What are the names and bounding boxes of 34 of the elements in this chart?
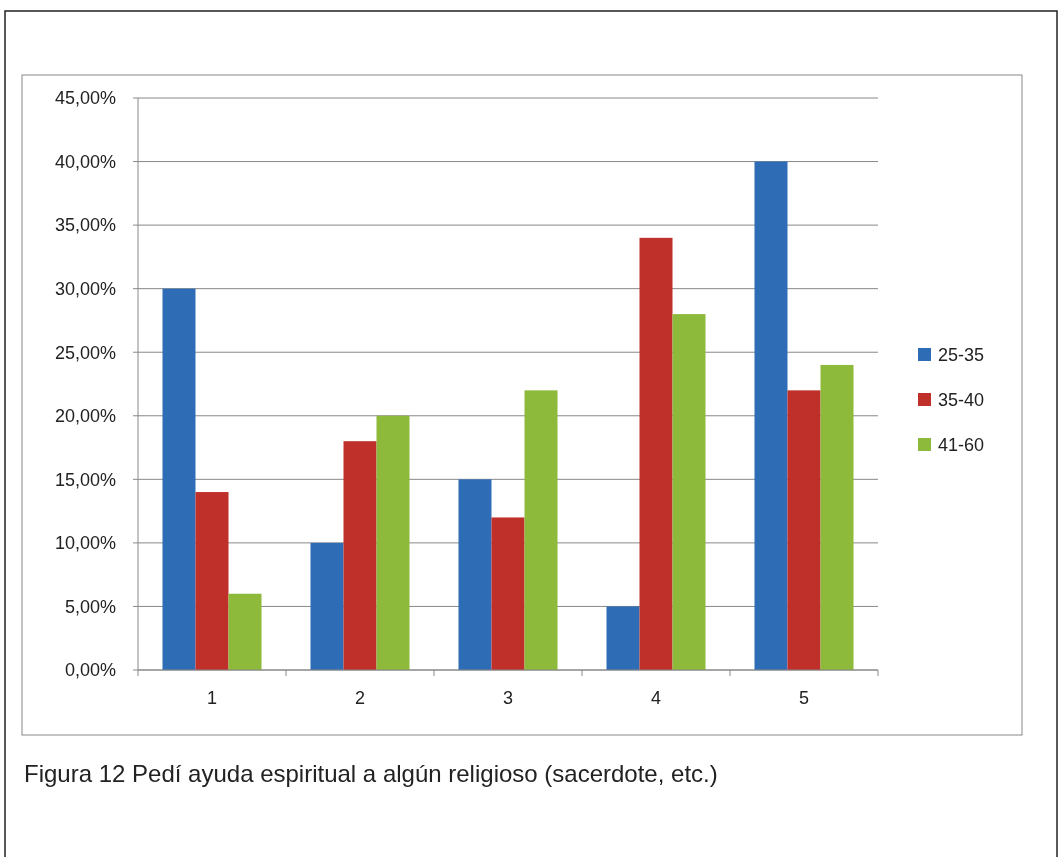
bar xyxy=(162,288,196,670)
x-tick-label: 5 xyxy=(798,688,810,708)
bar xyxy=(458,479,492,670)
bar xyxy=(376,415,410,670)
bar xyxy=(820,364,854,670)
y-tick-label: 20,00% xyxy=(54,406,116,427)
bar xyxy=(672,314,706,670)
y-tick-label: 30,00% xyxy=(54,278,116,299)
bar xyxy=(228,593,262,670)
x-tick-label: 1 xyxy=(206,688,218,708)
x-tick-label: 4 xyxy=(650,688,662,708)
legend-label: 25-35 xyxy=(938,345,985,366)
y-tick-label: 0,00% xyxy=(64,660,116,681)
bar xyxy=(195,492,229,670)
bar xyxy=(787,390,821,670)
bar xyxy=(310,542,344,670)
y-tick-label: 45,00% xyxy=(54,88,116,109)
bar xyxy=(491,517,525,670)
legend-label: 35-40 xyxy=(938,390,985,411)
x-tick-label: 2 xyxy=(354,688,366,708)
y-tick-label: 40,00% xyxy=(54,151,116,172)
bar xyxy=(606,606,640,670)
y-tick-label: 35,00% xyxy=(54,215,116,236)
y-tick-label: 5,00% xyxy=(64,596,116,617)
legend-label: 41-60 xyxy=(938,435,985,456)
x-tick-label: 3 xyxy=(502,688,514,708)
y-tick-label: 10,00% xyxy=(54,533,116,554)
bar xyxy=(343,441,377,670)
bar xyxy=(754,161,788,670)
bar xyxy=(524,390,558,670)
text: Figura 12 Pedí ayuda espiritual a algún religioso (sacerdote, etc.) xyxy=(24,760,718,787)
bar xyxy=(639,237,673,670)
y-tick-label: 15,00% xyxy=(54,469,116,490)
y-tick-label: 25,00% xyxy=(54,342,116,363)
